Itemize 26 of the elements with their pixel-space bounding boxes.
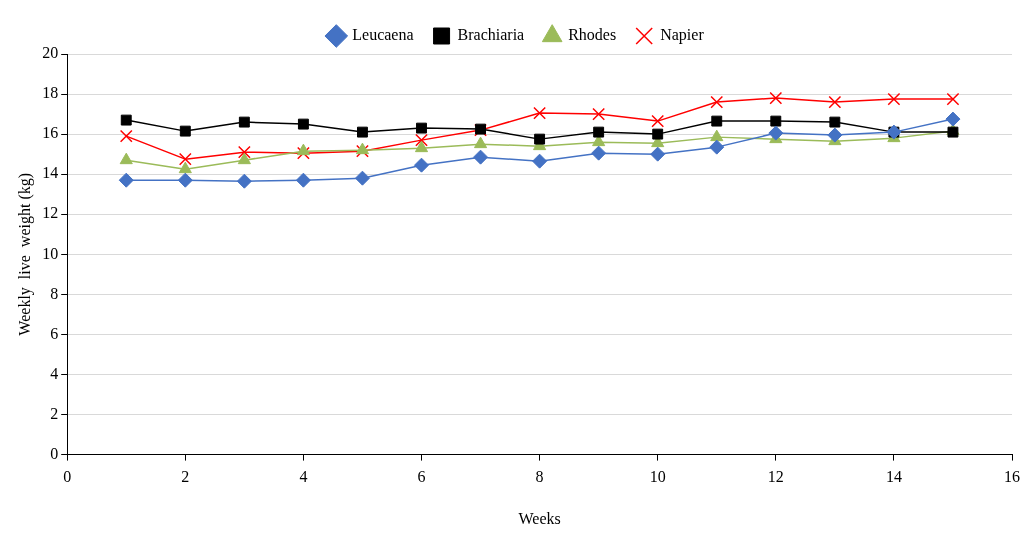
y-tick-label: 8 — [50, 284, 59, 302]
legend-label: Brachiaria — [457, 26, 525, 44]
x-tick-label: 14 — [885, 468, 902, 486]
x-tick-label: 12 — [767, 468, 784, 486]
y-tick-label: 16 — [42, 124, 59, 142]
y-tick-label: 14 — [42, 164, 59, 182]
y-tick-label: 0 — [50, 444, 59, 462]
y-axis-title: Weekly live weight (kg) — [15, 172, 34, 336]
x-tick-label: 6 — [417, 468, 426, 486]
y-tick-label: 18 — [42, 84, 59, 102]
y-tick-label: 2 — [50, 404, 59, 422]
x-tick-label: 0 — [63, 468, 72, 486]
x-axis-title: Weeks — [518, 509, 561, 527]
y-tick-label: 10 — [42, 244, 59, 262]
x-tick-label: 2 — [181, 468, 190, 486]
y-tick-label: 12 — [42, 204, 59, 222]
y-tick-label: 6 — [50, 324, 59, 342]
x-tick-label: 8 — [535, 468, 544, 486]
y-tick-label: 4 — [50, 364, 59, 382]
legend-label: Napier — [660, 26, 705, 45]
y-tick-label: 20 — [42, 44, 59, 62]
x-tick-label: 4 — [299, 468, 308, 486]
x-tick-label: 16 — [1004, 468, 1020, 486]
x-tick-label: 10 — [649, 468, 666, 486]
legend-label: Leucaena — [352, 26, 414, 44]
legend-label: Rhodes — [568, 26, 617, 44]
